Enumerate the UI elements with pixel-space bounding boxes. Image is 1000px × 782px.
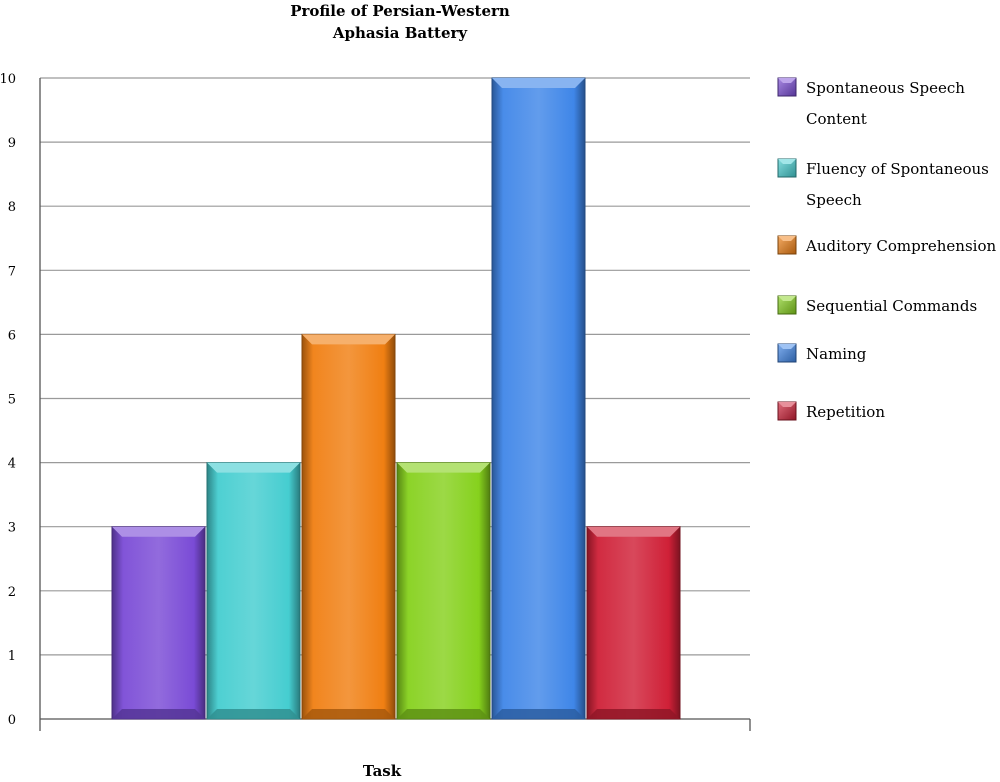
legend-swatch-bevel — [778, 78, 796, 83]
bar-body — [586, 526, 681, 720]
y-tick-label: 6 — [8, 328, 16, 343]
legend-label: Naming — [806, 345, 867, 363]
bar — [586, 526, 681, 720]
y-tick-label: 8 — [8, 200, 16, 215]
legend-entry: Spontaneous Speech Content — [777, 77, 965, 128]
bar-top-bevel — [207, 462, 300, 473]
x-axis-label: Task — [363, 762, 402, 780]
legend-label: Repetition — [806, 403, 885, 421]
bar-top-bevel — [112, 526, 205, 537]
legend-swatch-bevel — [778, 344, 796, 349]
bar-body — [301, 333, 396, 720]
bar-top-bevel — [397, 462, 490, 473]
y-tick-label: 9 — [8, 136, 16, 151]
bar-bottom-bevel — [112, 709, 205, 719]
bar — [396, 462, 491, 720]
bar — [301, 333, 396, 720]
bar-bottom-bevel — [302, 709, 395, 719]
bar-body — [491, 77, 586, 720]
y-tick-label: 7 — [8, 264, 16, 279]
y-tick-label: 3 — [8, 521, 16, 536]
bar-bottom-bevel — [587, 709, 680, 719]
bar-top-bevel — [302, 334, 395, 345]
legend-swatch-bevel — [778, 236, 796, 241]
bar-bottom-bevel — [397, 709, 490, 719]
bar — [206, 462, 301, 720]
legend-entry: Repetition — [777, 401, 885, 421]
y-tick-label: 4 — [8, 457, 16, 472]
bar — [491, 77, 586, 720]
y-tick-label: 2 — [8, 585, 16, 600]
legend-entry: Fluency of Spontaneous Speech — [777, 158, 989, 209]
y-tick-label: 10 — [0, 72, 16, 87]
legend-label: Sequential Commands — [806, 297, 977, 315]
legend-swatch-bevel — [778, 402, 796, 407]
y-tick-label: 1 — [8, 649, 16, 664]
bar-top-bevel — [492, 78, 585, 88]
legend-entry: Auditory Comprehension — [777, 235, 996, 255]
y-tick-label: 5 — [8, 393, 16, 408]
legend-entry: Naming — [777, 343, 867, 363]
chart-title-line-2: Aphasia Battery — [332, 24, 469, 42]
bar-body — [111, 526, 206, 720]
legend-label: Auditory Comprehension — [805, 237, 996, 255]
bar-bottom-bevel — [207, 709, 300, 719]
legend-swatch-bevel — [778, 296, 796, 301]
bar-top-bevel — [587, 526, 680, 537]
bar-body — [206, 462, 301, 720]
legend-label: Spontaneous Speech — [806, 79, 965, 97]
y-tick-label: 0 — [8, 713, 16, 728]
legend-label: Speech — [806, 191, 862, 209]
legend-label: Content — [806, 110, 867, 128]
legend-entry: Sequential Commands — [777, 295, 977, 315]
chart-title: Profile of Persian-Western Aphasia Batte… — [290, 2, 510, 42]
bar-bottom-bevel — [492, 709, 585, 719]
chart-title-line-1: Profile of Persian-Western — [290, 2, 510, 20]
bar-body — [396, 462, 491, 720]
y-axis-ticks: 0 1 2 3 4 5 6 7 8 9 10 — [0, 72, 16, 728]
bar — [111, 526, 206, 720]
legend: Spontaneous Speech Content Fluency of Spon… — [777, 77, 996, 421]
legend-swatch-bevel — [778, 159, 796, 164]
bars — [111, 77, 681, 720]
legend-label: Fluency of Spontaneous — [806, 160, 989, 178]
